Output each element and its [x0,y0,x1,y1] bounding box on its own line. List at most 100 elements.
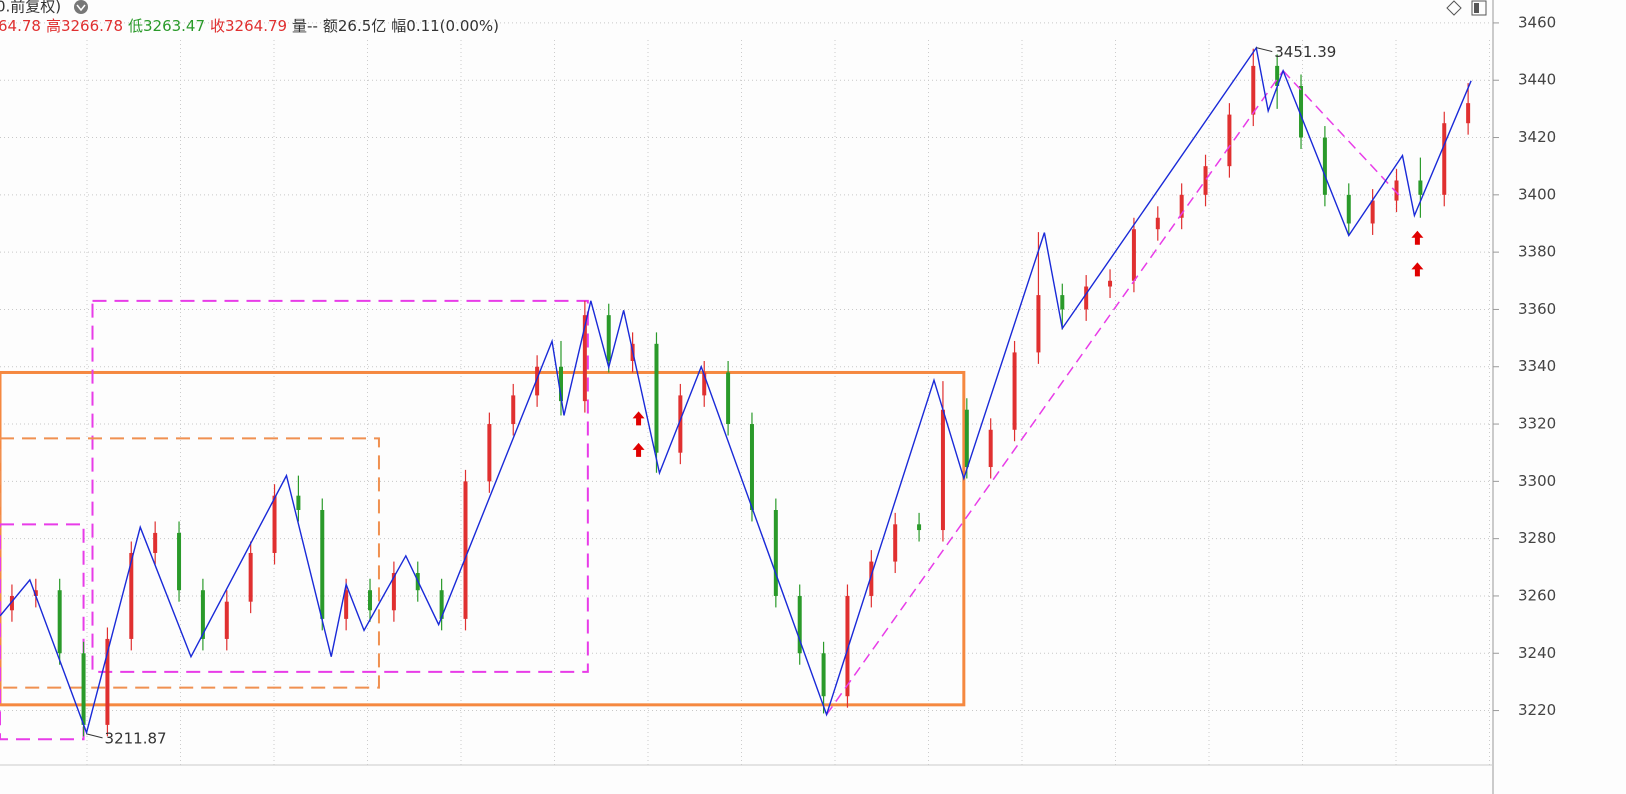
candle-body [57,590,62,654]
y-tick-label: 3260 [1518,586,1556,604]
candle-body [1227,114,1232,167]
candle-body [654,343,659,453]
y-tick-label: 3320 [1518,415,1556,433]
candle-body [606,315,611,362]
candle-body [582,315,587,402]
candle-body [463,481,468,619]
toolbar[interactable] [1446,0,1487,16]
candle-body [1012,352,1017,430]
candle-body [511,395,516,425]
header-item: 64.78 [0,17,41,35]
signal-arrow [632,442,645,457]
candle-body [368,590,373,611]
candle-body [487,424,492,482]
range-box [0,370,966,707]
range-box [0,523,85,741]
trend-line [1282,70,1401,197]
candle-body [797,595,802,654]
candle-body [1084,286,1089,310]
header-item: 低3263.47 [128,17,205,35]
candle-body [272,495,277,553]
y-tick-label: 3460 [1518,13,1556,31]
candle-body [439,590,444,619]
candle-body [391,573,396,611]
y-tick-label: 3440 [1518,71,1556,89]
annotation-label: 3211.87 [105,729,167,747]
candle-body [153,532,158,553]
candle-body [558,366,563,402]
candle-body [33,590,38,596]
y-tick-label: 3380 [1518,243,1556,261]
candle-body [893,524,898,562]
candle-body [1108,280,1113,287]
candle-body [1346,194,1351,224]
candle-body [1442,123,1447,195]
y-tick-label: 3220 [1518,701,1556,719]
y-tick-label: 3240 [1518,644,1556,662]
candle-body [296,495,301,510]
candle-body [702,372,707,396]
candle-body [535,366,540,396]
candle-body [821,653,826,697]
header-item: 幅0.11(0.00%) [391,17,499,35]
candle-body [1418,180,1423,195]
panel-icon[interactable] [1471,0,1487,16]
y-tick-label: 3420 [1518,128,1556,146]
annotation-leader [1256,47,1273,53]
candle-body [726,372,731,425]
signal-arrow [1411,262,1424,277]
candle-body [9,595,14,611]
candle-body [678,395,683,453]
diamond-icon[interactable] [1446,0,1462,16]
candle-body [1251,65,1256,115]
header-title: 0.前复权) [0,0,61,16]
panel-icon-fill [1474,3,1479,13]
signal-arrow [632,411,645,426]
candle-body [1060,295,1065,310]
candle-body [320,510,325,619]
y-tick-label: 3300 [1518,472,1556,490]
candle-body [988,429,993,468]
y-tick-label: 3400 [1518,185,1556,203]
candle-body [129,552,134,639]
signal-arrow [1411,230,1424,245]
candle-body [917,524,922,531]
candle-body [1155,217,1160,230]
candle-body [200,590,205,639]
candle-body [749,424,754,510]
header-item: 高3266.78 [46,17,123,35]
candle-body [845,595,850,697]
range-box [91,299,589,673]
candle-body [1131,229,1136,281]
candle-body [940,409,945,531]
zigzag-line [0,46,1472,735]
candle-body [1466,103,1471,124]
candle-body [1370,200,1375,224]
candle-body [224,601,229,639]
candle-body [1322,137,1327,195]
candle-body [105,638,110,725]
y-tick-label: 3340 [1518,357,1556,375]
candle-body [1036,295,1041,353]
candle-body [81,653,86,725]
header-item: 量-- [292,17,318,35]
header-item: 额26.5亿 [323,17,386,35]
range-box [0,437,380,689]
candle-body [1275,65,1280,86]
candle-body [869,561,874,596]
annotation-leader [86,733,103,739]
y-tick-label: 3280 [1518,529,1556,547]
candle-body [248,552,253,602]
candle-body [964,409,969,468]
dropdown-icon[interactable] [74,0,88,14]
y-tick-label: 3360 [1518,300,1556,318]
annotation-label: 3451.39 [1274,43,1336,61]
candle-body [344,590,349,619]
dropdown-chevron [76,4,86,12]
candle-body [773,510,778,596]
header-item: 收3264.79 [210,17,287,35]
candle-body [1179,194,1184,218]
candle-body [1394,180,1399,201]
